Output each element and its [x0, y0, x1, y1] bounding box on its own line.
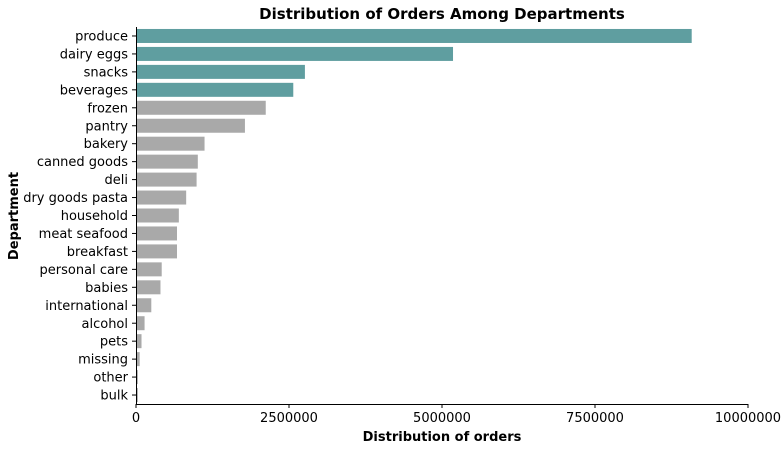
- y-tick-label-breakfast: breakfast: [67, 245, 128, 260]
- bar-international: [136, 298, 152, 313]
- y-tick-label-household: household: [61, 209, 128, 224]
- bar-produce: [136, 28, 692, 43]
- y-tick-label-international: international: [45, 299, 128, 314]
- x-ticks: 0 2500000 5000000 7500000 10000000: [132, 404, 781, 426]
- x-tick-label: 7500000: [566, 411, 624, 426]
- y-tick-label-deli: deli: [105, 173, 128, 188]
- bar-frozen: [136, 100, 266, 115]
- bar-bakery: [136, 136, 205, 151]
- chart-title: Distribution of Orders Among Departments: [259, 5, 625, 23]
- bar-personal-care: [136, 262, 162, 277]
- y-tick-label-other: other: [93, 371, 128, 386]
- bar-alcohol: [136, 316, 145, 331]
- bar-missing: [136, 352, 140, 367]
- x-axis-label: Distribution of orders: [363, 430, 522, 445]
- y-tick-label-pantry: pantry: [85, 119, 128, 134]
- bar-canned-goods: [136, 154, 198, 169]
- x-tick-label: 0: [132, 411, 140, 426]
- bar-beverages: [136, 82, 294, 97]
- x-tick-label: 2500000: [260, 411, 318, 426]
- y-tick-label-produce: produce: [75, 30, 128, 45]
- bar-pets: [136, 334, 142, 349]
- bar-breakfast: [136, 244, 177, 259]
- y-tick-label-beverages: beverages: [60, 83, 129, 98]
- y-tick-label-bulk: bulk: [100, 389, 128, 404]
- x-tick-label: 5000000: [413, 411, 471, 426]
- y-tick-label-alcohol: alcohol: [82, 317, 128, 332]
- x-tick-label: 10000000: [715, 411, 781, 426]
- y-tick-label-frozen: frozen: [87, 101, 128, 116]
- y-tick-label-bakery: bakery: [84, 137, 129, 152]
- y-tick-label-snacks: snacks: [84, 65, 129, 80]
- y-tick-label-dairy-eggs: dairy eggs: [60, 47, 129, 62]
- bar-household: [136, 208, 179, 223]
- bar-meat-seafood: [136, 226, 177, 241]
- y-tick-label-babies: babies: [85, 281, 128, 296]
- bar-babies: [136, 280, 161, 295]
- y-tick-label-meat-seafood: meat seafood: [39, 227, 128, 242]
- bar-dry-goods-pasta: [136, 190, 187, 205]
- bar-deli: [136, 172, 197, 187]
- y-tick-label-personal-care: personal care: [40, 263, 128, 278]
- y-tick-label-pets: pets: [100, 335, 128, 350]
- bar-pantry: [136, 118, 245, 133]
- y-tick-label-canned-goods: canned goods: [37, 155, 128, 170]
- bar-snacks: [136, 64, 305, 79]
- y-tick-label-dry-goods-pasta: dry goods pasta: [23, 191, 128, 206]
- y-tick-label-missing: missing: [78, 353, 128, 368]
- y-axis-label: Department: [7, 172, 22, 260]
- y-tick-labels: produce dairy eggs snacks beverages frozen pa…: [23, 30, 136, 404]
- bar-dairy-eggs: [136, 46, 454, 61]
- bars-group: [136, 28, 692, 403]
